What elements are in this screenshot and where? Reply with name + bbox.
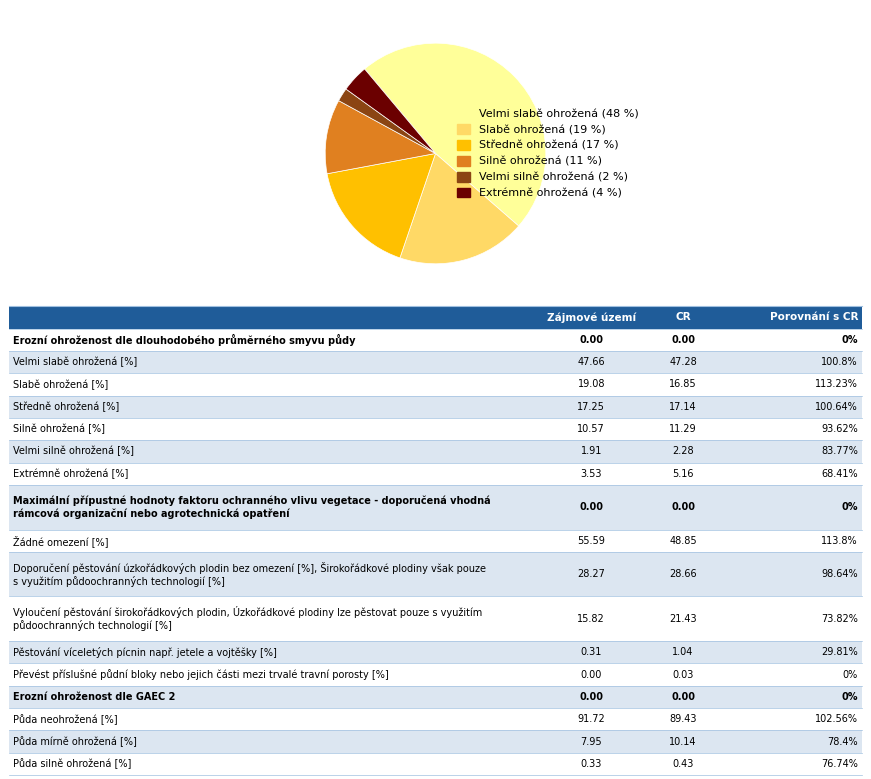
Text: 1.91: 1.91 xyxy=(581,446,602,456)
Text: Maximální přípustné hodnoty faktoru ochranného vlivu vegetace - doporučená vhodn: Maximální přípustné hodnoty faktoru ochr… xyxy=(13,496,490,519)
Text: 0.00: 0.00 xyxy=(579,335,604,345)
Text: 0.00: 0.00 xyxy=(671,335,695,345)
Text: CR: CR xyxy=(675,312,691,323)
Text: 0.00: 0.00 xyxy=(671,692,695,702)
Text: 0.33: 0.33 xyxy=(581,759,602,769)
Text: Erozní ohroženost dle GAEC 2: Erozní ohroženost dle GAEC 2 xyxy=(13,692,175,702)
Text: 78.4%: 78.4% xyxy=(827,737,858,746)
Text: 2.28: 2.28 xyxy=(672,446,694,456)
Text: 113.8%: 113.8% xyxy=(821,536,858,545)
Text: 0.43: 0.43 xyxy=(672,759,693,769)
Text: 0.31: 0.31 xyxy=(581,647,602,657)
Text: 100.8%: 100.8% xyxy=(821,357,858,367)
Text: 0%: 0% xyxy=(841,692,858,702)
Bar xyxy=(9,552,862,597)
Bar xyxy=(9,396,862,418)
Text: 0%: 0% xyxy=(841,502,858,513)
Bar xyxy=(9,440,862,463)
Text: 91.72: 91.72 xyxy=(577,714,605,724)
Text: Půda mírně ohrožená [%]: Půda mírně ohrožená [%] xyxy=(13,736,137,747)
Text: 11.29: 11.29 xyxy=(669,424,697,434)
Text: Pěstování víceletých pícnin např. jetele a vojtěšky [%]: Pěstování víceletých pícnin např. jetele… xyxy=(13,647,277,657)
Text: Extrémně ohrožená [%]: Extrémně ohrožená [%] xyxy=(13,468,128,479)
Bar xyxy=(9,641,862,664)
Wedge shape xyxy=(327,153,436,258)
Text: Doporučení pěstování úzkořádkových plodin bez omezení [%], Širokořádkové plodiny: Doporučení pěstování úzkořádkových plodi… xyxy=(13,562,486,587)
Bar xyxy=(9,664,862,686)
Text: 16.85: 16.85 xyxy=(669,379,697,390)
Text: Slabě ohrožená [%]: Slabě ohrožená [%] xyxy=(13,379,108,390)
Text: 1.04: 1.04 xyxy=(672,647,693,657)
Text: 55.59: 55.59 xyxy=(577,536,605,545)
Text: Zájmové území: Zájmové území xyxy=(547,312,636,323)
Bar xyxy=(9,306,862,329)
Bar xyxy=(9,329,862,351)
Text: 100.64%: 100.64% xyxy=(815,402,858,412)
Text: Vyloučení pěstování širokořádkových plodin, Úzkořádkové plodiny lze pěstovat pou: Vyloučení pěstování širokořádkových plod… xyxy=(13,606,483,631)
Bar xyxy=(9,731,862,753)
Text: 83.77%: 83.77% xyxy=(821,446,858,456)
Text: 98.64%: 98.64% xyxy=(821,569,858,579)
Text: 47.28: 47.28 xyxy=(669,357,697,367)
Text: 0%: 0% xyxy=(841,335,858,345)
Text: Půda neohrožená [%]: Půda neohrožená [%] xyxy=(13,714,118,724)
Text: 15.82: 15.82 xyxy=(577,614,605,624)
Text: 0%: 0% xyxy=(843,670,858,679)
Text: 0.00: 0.00 xyxy=(579,502,604,513)
Text: 5.16: 5.16 xyxy=(672,469,694,479)
Text: Převést příslušné půdní bloky nebo jejich části mezi trvalé travní porosty [%]: Převést příslušné půdní bloky nebo jejic… xyxy=(13,669,388,680)
Wedge shape xyxy=(339,89,436,153)
Text: 47.66: 47.66 xyxy=(577,357,605,367)
Text: 113.23%: 113.23% xyxy=(815,379,858,390)
Text: 28.66: 28.66 xyxy=(669,569,697,579)
Text: 0.00: 0.00 xyxy=(579,692,604,702)
Text: 93.62%: 93.62% xyxy=(821,424,858,434)
Text: 0.03: 0.03 xyxy=(672,670,693,679)
Bar xyxy=(9,753,862,775)
Text: 10.14: 10.14 xyxy=(669,737,697,746)
Text: 89.43: 89.43 xyxy=(669,714,697,724)
Text: 68.41%: 68.41% xyxy=(821,469,858,479)
Text: Velmi slabě ohrožená [%]: Velmi slabě ohrožená [%] xyxy=(13,357,138,367)
Bar xyxy=(9,708,862,731)
Text: 73.82%: 73.82% xyxy=(821,614,858,624)
Bar xyxy=(9,351,862,373)
Text: Středně ohrožená [%]: Středně ohrožená [%] xyxy=(13,401,119,412)
Text: 7.95: 7.95 xyxy=(580,737,602,746)
Wedge shape xyxy=(325,100,436,174)
Text: 10.57: 10.57 xyxy=(577,424,605,434)
Text: Velmi silně ohrožená [%]: Velmi silně ohrožená [%] xyxy=(13,446,134,456)
Bar xyxy=(9,597,862,641)
Wedge shape xyxy=(365,43,546,226)
Text: 29.81%: 29.81% xyxy=(821,647,858,657)
Text: 21.43: 21.43 xyxy=(669,614,697,624)
Wedge shape xyxy=(400,153,518,264)
Text: 76.74%: 76.74% xyxy=(821,759,858,769)
Bar xyxy=(9,485,862,530)
Bar xyxy=(9,530,862,552)
Bar xyxy=(9,463,862,485)
Text: Porovnání s CR: Porovnání s CR xyxy=(769,312,858,323)
Text: Silně ohrožená [%]: Silně ohrožená [%] xyxy=(13,424,105,434)
Text: 102.56%: 102.56% xyxy=(815,714,858,724)
Text: 48.85: 48.85 xyxy=(669,536,697,545)
Text: 0.00: 0.00 xyxy=(671,502,695,513)
Text: Žádné omezení [%]: Žádné omezení [%] xyxy=(13,534,109,547)
Bar xyxy=(9,686,862,708)
Bar xyxy=(9,418,862,440)
Text: 19.08: 19.08 xyxy=(577,379,605,390)
Text: Erozní ohroženost dle dlouhodobého průměrného smyvu půdy: Erozní ohroženost dle dlouhodobého průmě… xyxy=(13,333,355,346)
Text: 17.25: 17.25 xyxy=(577,402,605,412)
Bar xyxy=(9,373,862,396)
Text: 0.00: 0.00 xyxy=(581,670,602,679)
Text: 17.14: 17.14 xyxy=(669,402,697,412)
Text: 3.53: 3.53 xyxy=(581,469,602,479)
Wedge shape xyxy=(346,69,436,153)
Text: 28.27: 28.27 xyxy=(577,569,605,579)
Text: Půda silně ohrožená [%]: Půda silně ohrožená [%] xyxy=(13,759,132,770)
Legend: Velmi slabě ohrožená (48 %), Slabě ohrožená (19 %), Středně ohrožená (17 %), Sil: Velmi slabě ohrožená (48 %), Slabě ohrož… xyxy=(452,104,643,203)
